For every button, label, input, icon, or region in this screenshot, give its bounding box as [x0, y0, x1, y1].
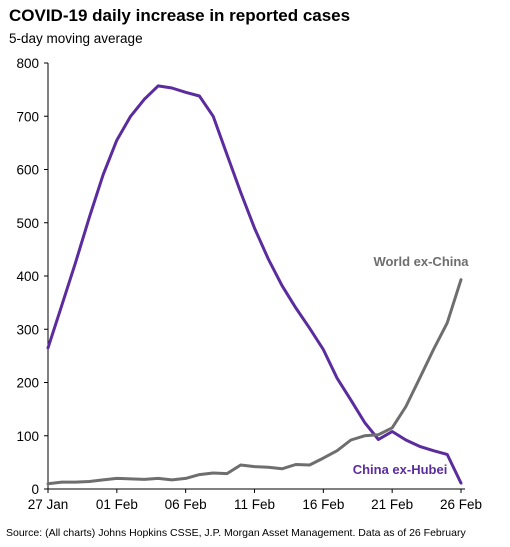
x-tick-label: 26 Feb — [440, 497, 482, 512]
series-layer — [46, 84, 463, 486]
chart-axes: 0 100 200 300 400 500 600 700 800 27 Jan 01 Feb 06 … — [16, 56, 482, 512]
y-tick-label: 0 — [31, 482, 39, 497]
y-tick-label: 100 — [16, 429, 39, 444]
series-line-1 — [46, 84, 463, 485]
chart-subtitle: 5-day moving average — [9, 31, 143, 46]
x-tick-label: 11 Feb — [234, 497, 275, 512]
y-tick-label: 400 — [16, 269, 39, 284]
y-tick-label: 200 — [16, 376, 39, 391]
chart-title: COVID-19 daily increase in reported case… — [9, 6, 351, 25]
chart-source: Source: (All charts) Johns Hopkins CSSE,… — [6, 527, 466, 539]
y-tick-label: 500 — [16, 216, 39, 231]
label-layer: China ex-Hubei World ex-China — [353, 254, 470, 477]
x-tick-label: 06 Feb — [165, 497, 207, 512]
x-tick-label: 01 Feb — [96, 497, 138, 512]
y-tick-label: 700 — [16, 109, 39, 124]
series-label-1: China ex-Hubei — [353, 462, 448, 477]
y-tick-label: 300 — [16, 322, 39, 337]
x-tick-label: 27 Jan — [28, 497, 69, 512]
y-tick-label: 600 — [16, 163, 39, 178]
series-label-2: World ex-China — [373, 254, 469, 269]
y-tick-label: 800 — [16, 56, 39, 71]
x-tick-label: 21 Feb — [371, 497, 413, 512]
series-line-2 — [46, 278, 463, 486]
x-tick-label: 16 Feb — [302, 497, 344, 512]
